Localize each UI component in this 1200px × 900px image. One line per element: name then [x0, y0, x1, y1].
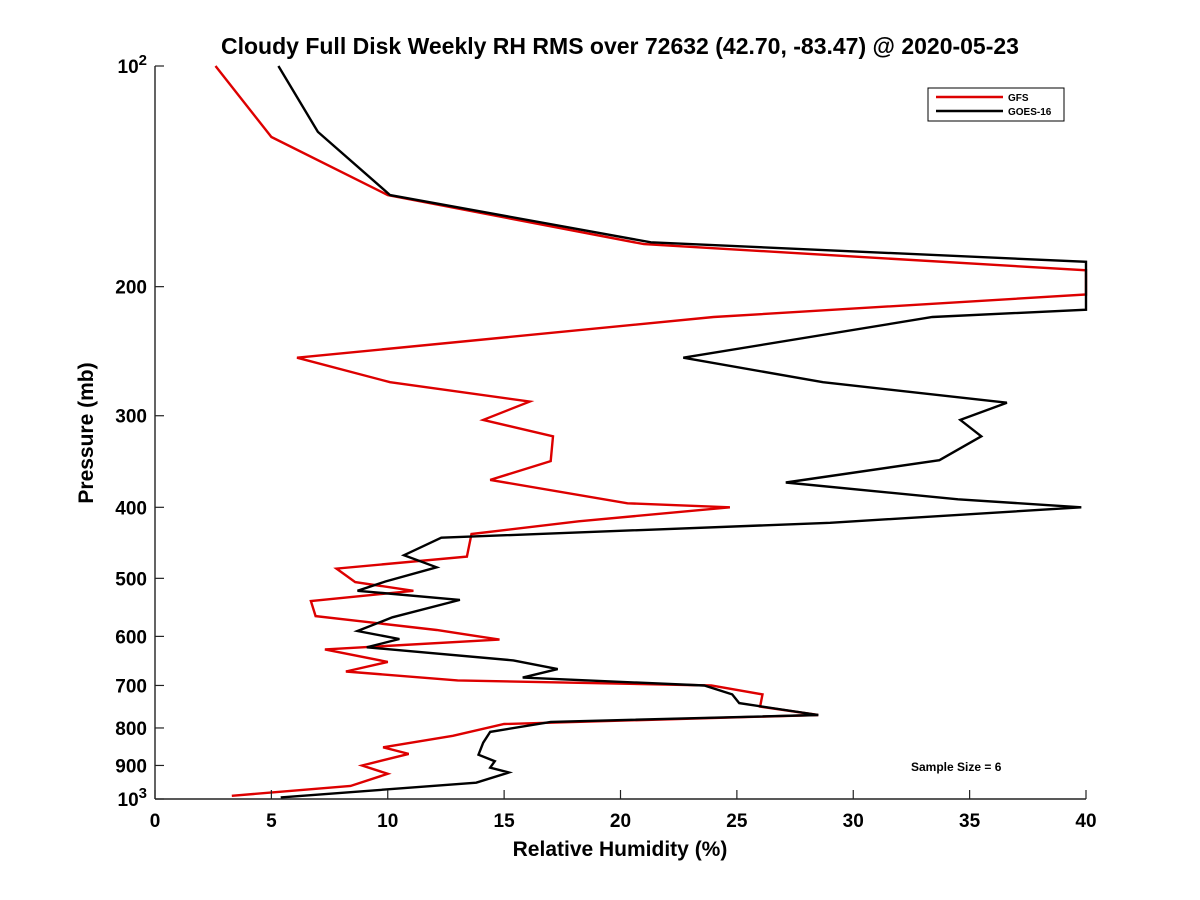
y-axis-ticks: 102 200 300 400 500 600 700 800 900 103	[115, 52, 164, 811]
y-tick-label: 200	[115, 278, 147, 299]
legend-label-goes16: GOES-16	[1008, 107, 1052, 118]
y-tick-label: 500	[115, 569, 147, 590]
x-tick-label: 40	[1075, 811, 1096, 832]
x-tick-label: 10	[377, 811, 398, 832]
x-tick-label: 15	[494, 811, 516, 832]
plot-frame	[155, 66, 1086, 799]
x-axis-ticks: 0 5 10 15 20 25 30 35 40	[150, 790, 1097, 832]
series-layer	[214, 65, 1088, 799]
x-tick-label: 0	[150, 811, 161, 832]
y-tick-label: 800	[115, 719, 147, 740]
x-tick-label: 35	[959, 811, 981, 832]
x-tick-label: 30	[843, 811, 864, 832]
y-tick-label: 400	[115, 498, 147, 519]
y-tick-label: 600	[115, 627, 147, 648]
x-axis-label: Relative Humidity (%)	[513, 838, 728, 861]
y-tick-label: 700	[115, 676, 147, 697]
y-tick-label: 300	[115, 407, 147, 428]
y-tick-label: 102	[118, 52, 147, 78]
x-tick-label: 20	[610, 811, 631, 832]
legend-label-gfs: GFS	[1008, 93, 1029, 104]
y-tick-label: 900	[115, 756, 147, 777]
chart-title: Cloudy Full Disk Weekly RH RMS over 7263…	[221, 33, 1019, 59]
y-tick-label: 103	[118, 785, 147, 811]
legend-box	[927, 87, 1065, 122]
x-tick-label: 5	[266, 811, 277, 832]
y-axis-label: Pressure (mb)	[75, 362, 98, 503]
legend: GFS GOES-16	[927, 87, 1065, 122]
sample-size-annotation: Sample Size = 6	[911, 760, 1002, 774]
series-line-gfs	[214, 65, 1088, 797]
series-line-goes16	[277, 65, 1088, 799]
x-tick-label: 25	[726, 811, 748, 832]
